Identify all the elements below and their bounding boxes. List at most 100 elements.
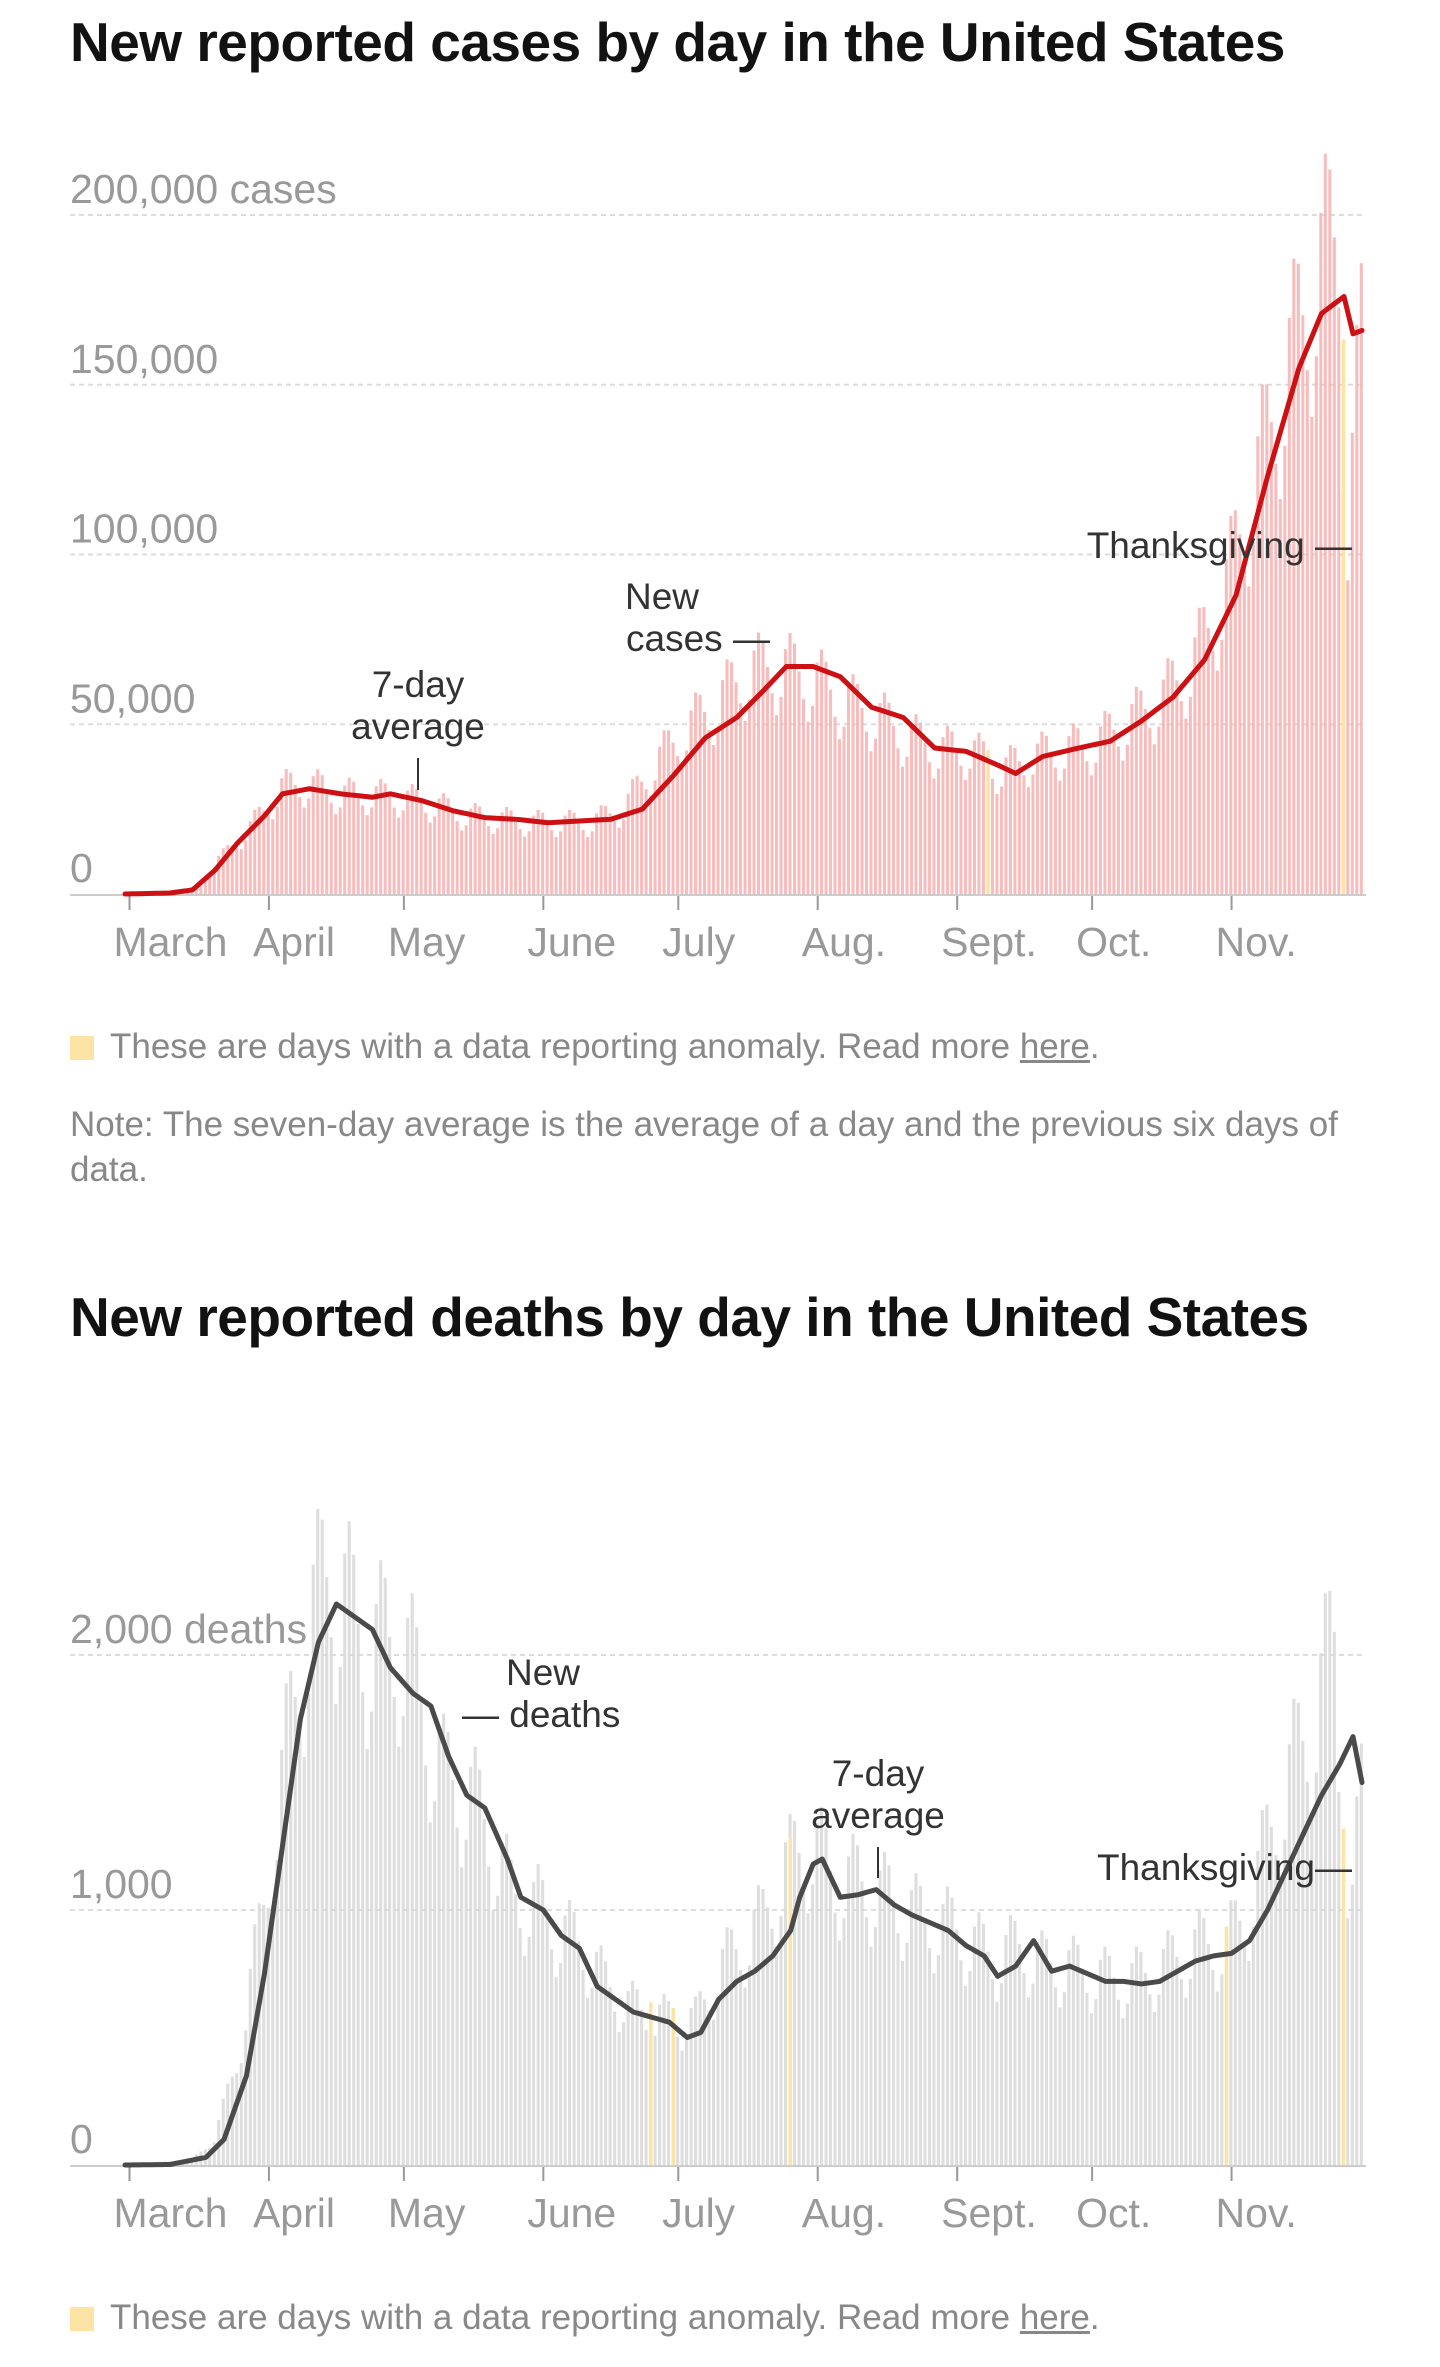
deaths-daily-bar [604, 1961, 608, 2165]
deaths-daily-bar [523, 1955, 527, 2165]
cases-daily-bar [217, 855, 221, 894]
cases-daily-bar [1134, 686, 1138, 894]
deaths-annotations: New — deaths 7-day average Thanksgiving— [462, 1652, 1352, 1888]
cases-daily-bar [478, 806, 482, 894]
cases-daily-bar [1089, 775, 1093, 894]
cases-daily-bar [694, 692, 698, 894]
cases-daily-bar [370, 807, 374, 894]
deaths-daily-bar [271, 1912, 275, 2165]
cases-7-day-average-line [122, 293, 1365, 897]
deaths-daily-bar [595, 1951, 599, 2165]
deaths-daily-bar [365, 1748, 369, 2165]
deaths-daily-bar [869, 1946, 873, 2165]
cases-daily-bar [1044, 735, 1048, 894]
deaths-anomaly-bar [649, 2002, 653, 2165]
deaths-daily-bar [613, 2011, 617, 2165]
deaths-daily-bar [909, 1890, 914, 2165]
cases-daily-bar [1193, 637, 1197, 894]
cases-daily-bar [347, 777, 351, 894]
deaths-daily-bar [1292, 1698, 1296, 2165]
deaths-daily-bar [577, 1941, 581, 2165]
deaths-daily-bar [532, 1882, 536, 2165]
cases-daily-bar [725, 659, 729, 894]
cases-daily-bar [1139, 690, 1143, 894]
deaths-daily-bars [127, 1509, 1363, 2166]
cases-thanksgiving-annotation: Thanksgiving — [1087, 525, 1352, 566]
deaths-daily-bar [451, 1780, 455, 2165]
cases-daily-bar [828, 689, 833, 894]
deaths-daily-bar [581, 1969, 585, 2165]
cases-daily-bar [514, 819, 518, 894]
deaths-daily-bar [1184, 1997, 1188, 2165]
cases-daily-bar [1053, 767, 1057, 894]
deaths-daily-bar [640, 2009, 644, 2165]
cases-daily-bar [491, 833, 495, 894]
cases-daily-bar [199, 881, 203, 894]
deaths-daily-bar [1256, 1850, 1260, 2165]
deaths-x-tick-label: Sept. [941, 2190, 1037, 2236]
cases-daily-bar [846, 687, 851, 894]
cases-daily-bar [239, 849, 243, 894]
deaths-daily-bar [1238, 1920, 1242, 2165]
cases-read-more-link[interactable]: here [1019, 1027, 1090, 1066]
cases-daily-bar [1116, 746, 1120, 894]
deaths-daily-bar [298, 1728, 302, 2165]
cases-daily-bar [401, 810, 405, 894]
deaths-daily-bar [932, 1973, 936, 2165]
cases-daily-bar [1256, 436, 1260, 894]
deaths-daily-bar [905, 1942, 909, 2165]
deaths-daily-bar [563, 1915, 567, 2165]
cases-daily-bar [1040, 731, 1044, 894]
cases-daily-bar [613, 821, 617, 894]
cases-daily-bar [572, 812, 576, 894]
cases-daily-bar [577, 821, 581, 894]
cases-daily-bar [968, 768, 972, 894]
deaths-daily-bar [1094, 1999, 1098, 2165]
cases-daily-bar [959, 765, 963, 894]
deaths-daily-bar [779, 1915, 783, 2165]
deaths-daily-bar [554, 1977, 558, 2165]
cases-daily-bar [271, 819, 275, 894]
deaths-daily-bar [1197, 1909, 1201, 2165]
deaths-y-tick-label: 2,000 deaths [70, 1606, 307, 1652]
cases-daily-bar [950, 731, 954, 894]
deaths-daily-bar [320, 1519, 324, 2165]
deaths-daily-bar [1139, 1952, 1143, 2165]
cases-daily-bar [1022, 775, 1026, 894]
deaths-daily-bar [815, 1822, 819, 2165]
cases-daily-bar [891, 725, 896, 894]
deaths-daily-bar [437, 1727, 441, 2165]
cases-y-tick-label: 100,000 [70, 506, 218, 552]
cases-daily-bar [1098, 726, 1102, 894]
deaths-daily-bar [927, 1948, 932, 2165]
deaths-daily-bar [1008, 1915, 1012, 2165]
cases-daily-bar [505, 807, 509, 894]
deaths-daily-bar [846, 1856, 851, 2165]
cases-daily-bar [1035, 743, 1039, 894]
cases-daily-bar [797, 671, 801, 894]
cases-daily-bar [365, 815, 369, 894]
cases-daily-bar [1184, 718, 1188, 894]
cases-daily-bar [1143, 708, 1147, 894]
cases-daily-bar [545, 821, 549, 894]
deaths-read-more-link[interactable]: here [1019, 2298, 1090, 2337]
deaths-daily-bar [284, 1683, 288, 2165]
deaths-daily-bar [680, 2050, 684, 2165]
deaths-x-axis: March April May June July Aug. Sept. Oct. Nov. [70, 2165, 1366, 2236]
cases-daily-bar [792, 643, 797, 894]
deaths-daily-bar [734, 1949, 738, 2165]
cases-daily-bar [437, 798, 441, 894]
cases-daily-bar [721, 680, 725, 894]
deaths-daily-bar [1251, 1927, 1255, 2165]
deaths-daily-bar [1215, 1991, 1219, 2165]
deaths-daily-bar [770, 1928, 774, 2165]
deaths-7-day-average-line [122, 1601, 1365, 2168]
cases-daily-bar [995, 793, 999, 894]
deaths-daily-bar [878, 1870, 882, 2165]
cases-daily-bar [1238, 534, 1242, 894]
deaths-daily-bar [1044, 1938, 1048, 2165]
deaths-daily-bar [694, 1996, 698, 2165]
cases-daily-bar [748, 699, 752, 894]
deaths-x-tick-label: Aug. [802, 2190, 886, 2236]
deaths-daily-bar [514, 1894, 518, 2165]
